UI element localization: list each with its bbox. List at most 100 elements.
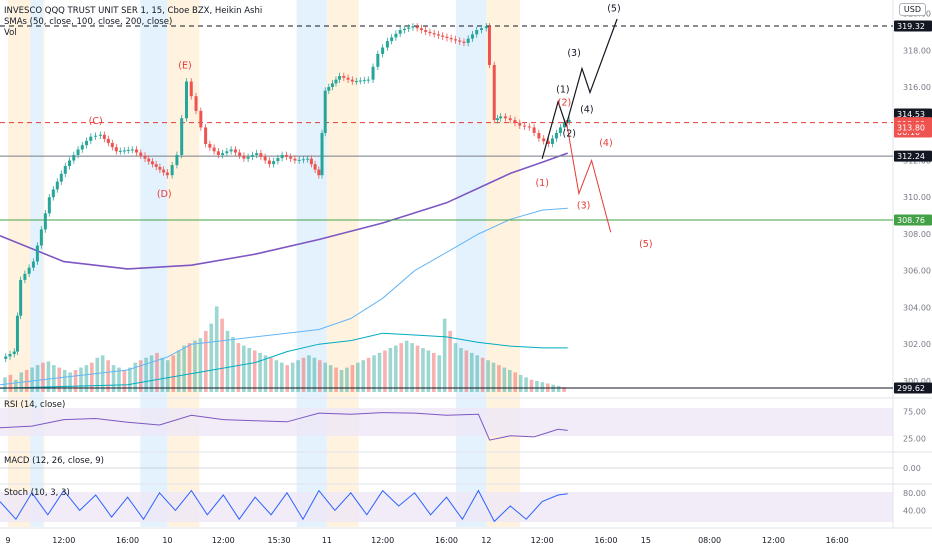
volume-bar: [366, 357, 371, 392]
candle-body: [15, 315, 19, 352]
candle-body: [376, 53, 380, 67]
wave-label-red: (3): [577, 200, 590, 211]
volume-bar: [133, 362, 138, 392]
wave-label-red: (E): [178, 61, 191, 72]
candle-body: [158, 166, 162, 170]
candle-body: [85, 140, 89, 146]
candle-body: [297, 159, 301, 161]
candle-body: [23, 273, 27, 280]
session-shade-7: [30, 0, 44, 527]
candle-body: [479, 28, 483, 31]
time-tick: 16:00: [594, 536, 617, 545]
volume-bar: [193, 340, 197, 392]
volume-bar: [258, 352, 262, 392]
rsi-line: [0, 412, 568, 441]
candle-body: [342, 75, 346, 78]
volume-bar: [507, 370, 512, 392]
sma-legend: SMAs (50, close, 100, close, 200, close): [4, 17, 173, 27]
volume-bar: [415, 345, 420, 392]
volume-bar: [469, 352, 474, 392]
volume-bar: [138, 360, 143, 392]
time-tick: 15:30: [268, 536, 291, 545]
wave-label-red: (5): [639, 239, 652, 250]
time-tick: 12:00: [371, 536, 394, 545]
volume-bar: [453, 343, 458, 392]
volume-bar: [204, 330, 208, 392]
candle-body: [562, 121, 566, 128]
macd-tick: 0.00: [903, 464, 921, 473]
candle-body: [63, 166, 67, 174]
sma200-line: [0, 152, 568, 270]
volume-bar: [95, 357, 100, 392]
candle-body: [381, 47, 385, 54]
candle-body: [267, 160, 271, 165]
candle-body: [436, 34, 440, 36]
candle-body: [139, 152, 143, 156]
candle-body: [114, 147, 118, 152]
volume-bar: [345, 367, 349, 392]
price-label-box: [894, 150, 932, 162]
candle-body: [89, 136, 93, 141]
volume-bar: [269, 357, 273, 392]
candle-body: [175, 154, 179, 166]
price-tick: 304.00: [903, 303, 931, 312]
candle-body: [165, 172, 169, 176]
sma50-line: [0, 207, 568, 386]
rsi-band: [0, 408, 893, 436]
rsi-tick: 75.00: [903, 408, 926, 417]
candle-body: [350, 79, 354, 82]
time-tick: 15: [641, 536, 651, 545]
volume-bar: [513, 372, 518, 392]
candle-body: [225, 151, 229, 154]
candle-body: [189, 81, 193, 97]
volume-bar: [377, 352, 382, 392]
volume-bar: [524, 377, 528, 392]
volume-bar: [459, 348, 463, 392]
stoch-line: [0, 489, 568, 523]
wave-label-red: (2): [558, 97, 571, 108]
candle-body: [143, 155, 147, 159]
session-shade-2: [167, 0, 200, 527]
volume-bar: [84, 365, 89, 392]
candle-body: [55, 181, 59, 190]
price-tick: 306.00: [903, 267, 931, 276]
candle-body: [390, 37, 394, 42]
candle-body: [411, 26, 415, 28]
volume-bar: [540, 382, 545, 392]
candle-body: [309, 158, 313, 165]
candle-body: [492, 64, 496, 121]
candle-body: [453, 39, 457, 41]
macd-legend: MACD (12, 26, close, 9): [4, 456, 104, 466]
currency-badge[interactable]: USD: [898, 3, 926, 16]
volume-bar: [187, 343, 192, 392]
candle-body: [27, 267, 31, 274]
session-shade-4: [326, 0, 359, 527]
price-tick: 318.00: [903, 46, 931, 55]
volume-legend: Vol: [4, 28, 17, 38]
volume-bar: [68, 372, 72, 392]
volume-bar: [486, 360, 490, 392]
candle-body: [135, 149, 139, 153]
candle-body: [272, 161, 276, 165]
volume-bar: [247, 348, 252, 392]
candle-body: [327, 87, 331, 91]
projection-up-path: [541, 18, 618, 159]
volume-bar: [497, 365, 501, 392]
candle-body: [313, 164, 317, 170]
candle-body: [554, 132, 558, 139]
candle-body: [280, 154, 284, 159]
volume-bar: [149, 355, 154, 392]
candle-body: [150, 161, 154, 165]
candle-body: [546, 141, 550, 144]
candle-body: [216, 151, 220, 155]
candle-body: [503, 116, 507, 119]
candle-body: [12, 351, 16, 355]
candle-body: [31, 261, 35, 268]
volume-bar: [312, 357, 317, 392]
wave-label-red: (D): [157, 189, 172, 200]
volume-bar: [383, 350, 387, 392]
time-tick: 12: [481, 536, 491, 545]
candle-body: [242, 155, 246, 159]
volume-bar: [225, 330, 230, 392]
candle-body: [306, 158, 310, 160]
